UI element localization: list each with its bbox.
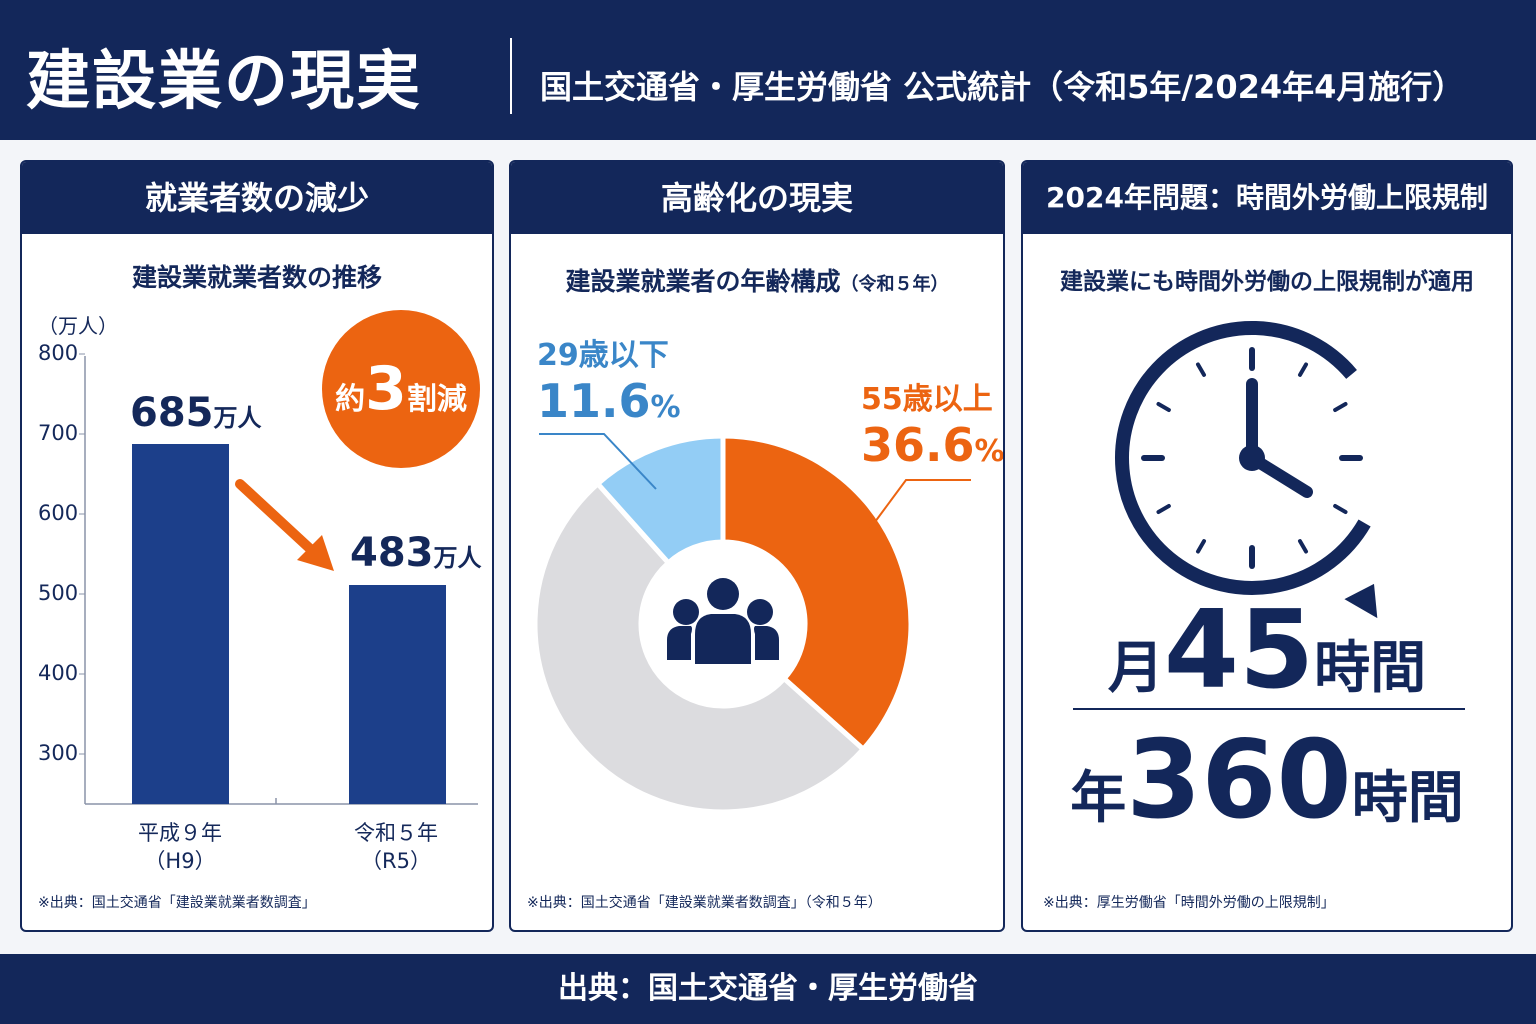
clock-arrowhead: [1344, 583, 1378, 619]
donut-chart: [532, 433, 971, 815]
clock-tick: [1298, 539, 1308, 554]
y-tick-label: 800: [38, 341, 79, 365]
arrow-down-right-icon: [235, 479, 334, 571]
y-tick-label: 300: [38, 741, 79, 765]
bar-chart: [79, 353, 478, 805]
chart-title: 建設業就業者の年齢構成（令和５年）: [565, 267, 949, 296]
clock-tick: [1156, 402, 1171, 412]
y-axis-unit: （万人）: [38, 314, 118, 338]
yearly-cap: 年360時間: [1070, 718, 1464, 843]
panel-aging: 高齢化の現実 建設業就業者の年齢構成（令和５年） 29歳以下 11.6% 55歳…: [509, 160, 1005, 932]
leader-line-young: [539, 433, 657, 490]
young-age-label: 29歳以下 11.6%: [537, 338, 681, 428]
source-note: ※出典：国土交通省「建設業就業者数調査」（令和５年）: [527, 895, 882, 911]
bar-1: [349, 585, 446, 804]
bar-value-label-r5: 483万人: [350, 530, 482, 576]
cap-divider: [1073, 708, 1465, 710]
clock-tick: [1333, 402, 1348, 412]
clock-center: [1239, 445, 1265, 471]
decrease-badge: 約3割減: [322, 310, 480, 468]
bar-value-label-h9: 685万人: [130, 390, 262, 436]
donut-slice-1: [532, 480, 867, 815]
clock-tick: [1156, 504, 1171, 514]
chart-title: 建設業就業者数の推移: [131, 263, 382, 292]
y-tick-label: 700: [38, 421, 79, 445]
page-subtitle: 国土交通省・厚生労働省 公式統計（令和5年/2024年4月施行）: [540, 68, 1465, 106]
panel-heading: 高齢化の現実: [511, 162, 1003, 234]
source-note: ※出典：厚生労働省「時間外労働の上限規制」: [1043, 895, 1335, 911]
clock-rim: [1115, 321, 1371, 595]
panel-subtitle: 建設業にも時間外労働の上限規制が適用: [1060, 269, 1474, 295]
category-label-r5: 令和５年 （R5）: [354, 821, 438, 873]
panel-heading: 就業者数の減少: [22, 162, 492, 234]
clock-tick: [1298, 362, 1308, 377]
donut-slice-2: [594, 433, 726, 567]
panel-worker-decline: 就業者数の減少 建設業就業者数の推移 （万人） 800 700 600 500 400 3…: [20, 160, 494, 932]
monthly-cap: 月45時間: [1107, 588, 1427, 713]
people-group-icon: [667, 578, 779, 664]
panel-overtime-cap: 2024年問題：時間外労働上限規制 建設業にも時間外労働の上限規制が適用 月45…: [1021, 160, 1513, 932]
source-note: ※出典：国土交通省「建設業就業者数調査」: [38, 895, 316, 911]
y-tick-label: 500: [38, 581, 79, 605]
bar-0: [132, 444, 229, 804]
donut-slice-0: [720, 433, 914, 753]
clock-tick: [1196, 362, 1206, 377]
old-age-label: 55歳以上 36.6%: [861, 382, 1005, 472]
header-banner: 建設業の現実 国土交通省・厚生労働省 公式統計（令和5年/2024年4月施行）: [0, 0, 1536, 140]
category-label-h9: 平成９年 （H9）: [138, 821, 222, 873]
footer-source: 出典：国土交通省・厚生労働省: [0, 954, 1536, 1024]
panel-heading: 2024年問題：時間外労働上限規制: [1023, 162, 1511, 234]
leader-line-old: [868, 479, 971, 531]
y-tick-label: 400: [38, 661, 79, 685]
y-tick-label: 600: [38, 501, 79, 525]
clock-tick: [1333, 504, 1348, 514]
clock-icon: [1115, 321, 1378, 619]
page-title: 建設業の現実: [26, 45, 422, 119]
clock-tick: [1196, 539, 1206, 554]
header-divider: [510, 38, 512, 114]
